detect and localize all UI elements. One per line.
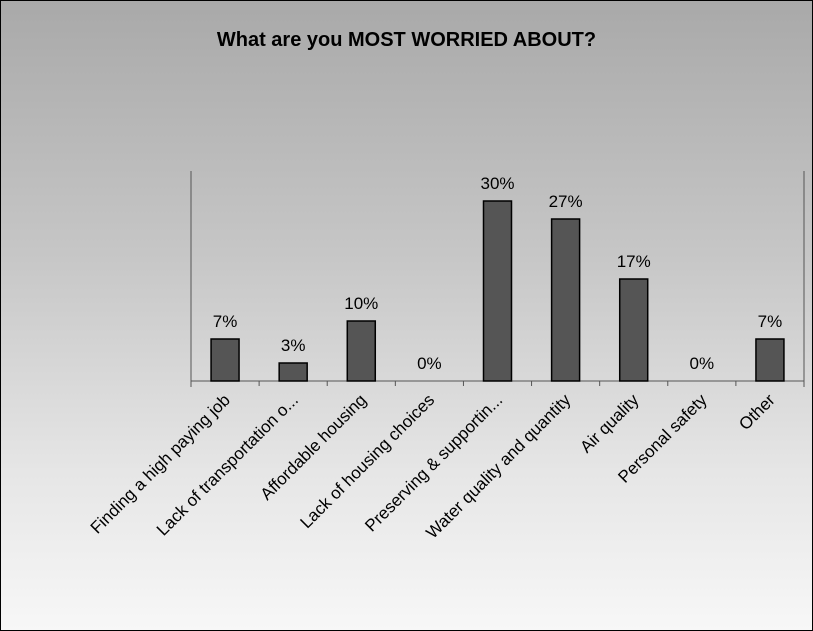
bar [346, 320, 377, 382]
bar [550, 218, 581, 382]
category-label: Finding a high paying job [87, 390, 234, 537]
bar [278, 362, 308, 382]
data-label: 7% [758, 312, 783, 331]
bar [755, 338, 785, 382]
value-labels: 7% 3% 10% 0% 30% 27% 17% 0% 7% [213, 174, 782, 373]
bar [210, 338, 240, 382]
data-label: 30% [480, 174, 514, 193]
bars [210, 200, 785, 382]
data-label: 0% [690, 354, 715, 373]
data-label: 10% [344, 294, 378, 313]
category-label: Lack of housing choices [296, 390, 438, 532]
category-label: Lack of transportation o... [153, 390, 302, 539]
data-label: 3% [281, 336, 306, 355]
category-label: Preserving & supportin... [361, 390, 506, 535]
data-label: 17% [617, 252, 651, 271]
category-label: Other [735, 390, 779, 434]
data-label: 27% [549, 192, 583, 211]
chart-title: What are you MOST WORRIED ABOUT? [216, 29, 597, 51]
bar [482, 200, 513, 382]
category-label: Water quality and quantity [422, 390, 574, 542]
data-label: 7% [213, 312, 238, 331]
data-label: 0% [417, 354, 442, 373]
bar [618, 278, 649, 382]
category-label: Air quality [576, 390, 643, 457]
